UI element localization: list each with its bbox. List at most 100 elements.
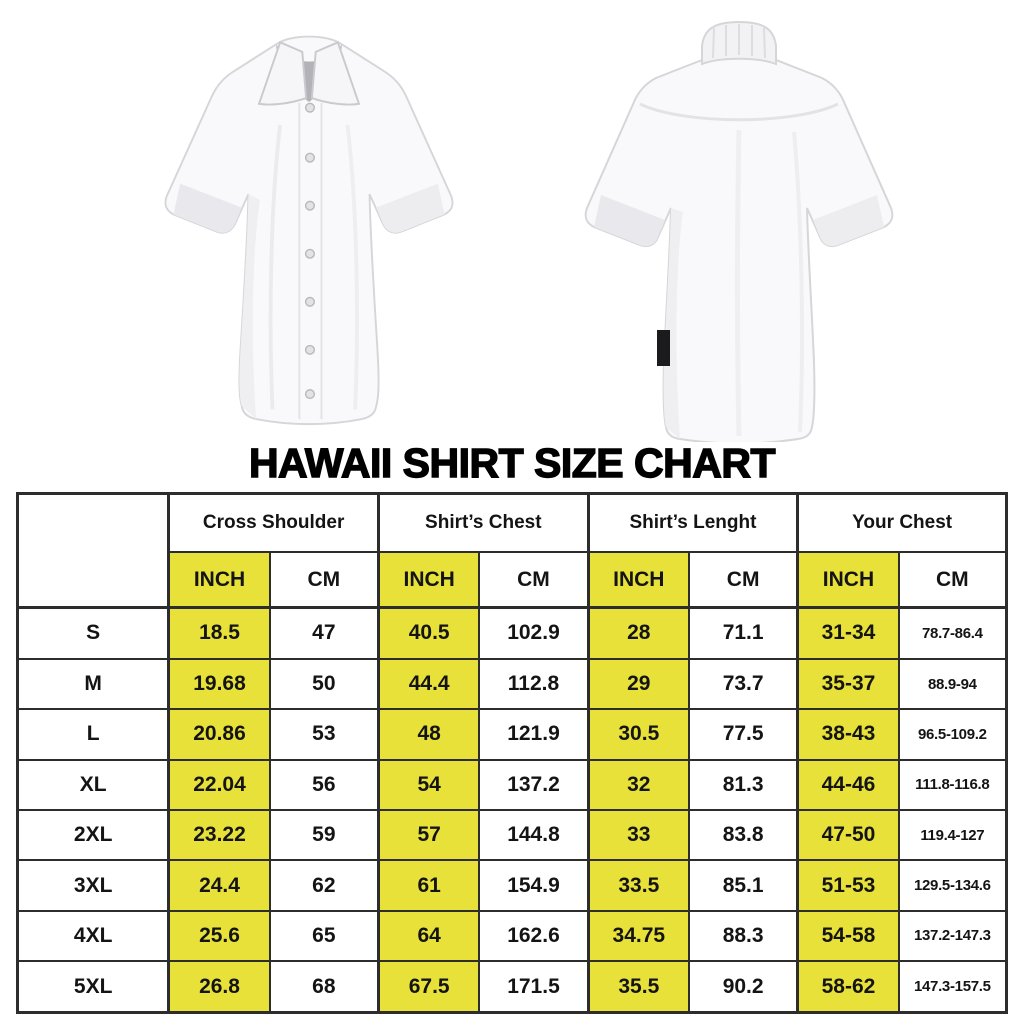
table-row: 3XL 24.4 62 61 154.9 33.5 85.1 51-53 129.5-134.6 (16, 859, 1008, 912)
unit-header-inch: INCH (376, 551, 481, 609)
value-cell: 147.3-157.5 (897, 960, 1008, 1014)
value-cell: 47-50 (796, 808, 900, 862)
value-cell: 47 (268, 605, 380, 660)
value-cell: 18.5 (167, 605, 271, 660)
table-row: 2XL 23.22 59 57 144.8 33 83.8 47-50 119.4-127 (16, 808, 1008, 862)
unit-header-cm: CM (688, 551, 799, 609)
corner-cell (16, 492, 170, 609)
value-cell: 119.4-127 (897, 808, 1008, 862)
value-cell: 28 (586, 605, 690, 660)
value-cell: 102.9 (478, 605, 590, 660)
value-cell: 129.5-134.6 (897, 859, 1008, 912)
value-cell: 35-37 (796, 657, 900, 711)
value-cell: 33 (586, 808, 690, 862)
value-cell: 111.8-116.8 (897, 758, 1008, 811)
value-cell: 44-46 (796, 758, 900, 811)
table-row: S 18.5 47 40.5 102.9 28 71.1 31-34 78.7-86.4 (16, 605, 1008, 660)
value-cell: 90.2 (688, 960, 799, 1014)
back-shirt-tag (657, 330, 670, 366)
table-row: M 19.68 50 44.4 112.8 29 73.7 35-37 88.9-94 (16, 657, 1008, 711)
size-cell: 5XL (16, 960, 170, 1014)
unit-header-cm: CM (897, 551, 1008, 609)
value-cell: 85.1 (688, 859, 799, 912)
table-row: XL 22.04 56 54 137.2 32 81.3 44-46 111.8-116.8 (16, 758, 1008, 811)
value-cell: 40.5 (376, 605, 481, 660)
value-cell: 88.3 (688, 909, 799, 963)
group-header-your-chest: Your Chest (796, 492, 1008, 553)
value-cell: 162.6 (478, 909, 590, 963)
value-cell: 137.2-147.3 (897, 909, 1008, 963)
value-cell: 137.2 (478, 758, 590, 811)
value-cell: 29 (586, 657, 690, 711)
value-cell: 83.8 (688, 808, 799, 862)
value-cell: 56 (268, 758, 380, 811)
size-cell: 4XL (16, 909, 170, 963)
value-cell: 24.4 (167, 859, 271, 912)
group-header-shirts-chest: Shirt’s Chest (376, 492, 590, 553)
size-chart-table: Cross Shoulder Shirt’s Chest Shirt’s Len… (16, 492, 1008, 1014)
size-cell: L (16, 708, 170, 761)
value-cell: 38-43 (796, 708, 900, 761)
unit-header-cm: CM (478, 551, 590, 609)
value-cell: 44.4 (376, 657, 481, 711)
unit-header-inch: INCH (796, 551, 900, 609)
page-title: HAWAII SHIRT SIZE CHART (248, 439, 776, 486)
value-cell: 30.5 (586, 708, 690, 761)
value-cell: 32 (586, 758, 690, 811)
value-cell: 58-62 (796, 960, 900, 1014)
value-cell: 71.1 (688, 605, 799, 660)
value-cell: 144.8 (478, 808, 590, 862)
size-cell: 2XL (16, 808, 170, 862)
back-shirt-image (584, 20, 894, 442)
size-cell: 3XL (16, 859, 170, 912)
value-cell: 96.5-109.2 (897, 708, 1008, 761)
value-cell: 154.9 (478, 859, 590, 912)
unit-header-row: INCH CM INCH CM INCH CM INCH CM (18, 551, 1008, 609)
value-cell: 31-34 (796, 605, 900, 660)
value-cell: 67.5 (376, 960, 481, 1014)
value-cell: 50 (268, 657, 380, 711)
value-cell: 22.04 (167, 758, 271, 811)
value-cell: 20.86 (167, 708, 271, 761)
value-cell: 73.7 (688, 657, 799, 711)
value-cell: 88.9-94 (897, 657, 1008, 711)
value-cell: 59 (268, 808, 380, 862)
unit-header-inch: INCH (167, 551, 271, 609)
front-shirt-image (164, 35, 454, 426)
value-cell: 35.5 (586, 960, 690, 1014)
value-cell: 62 (268, 859, 380, 912)
size-cell: S (16, 605, 170, 660)
value-cell: 19.68 (167, 657, 271, 711)
size-cell: M (16, 657, 170, 711)
group-header-cross-shoulder: Cross Shoulder (167, 492, 380, 553)
value-cell: 81.3 (688, 758, 799, 811)
value-cell: 25.6 (167, 909, 271, 963)
value-cell: 54 (376, 758, 481, 811)
value-cell: 57 (376, 808, 481, 862)
value-cell: 65 (268, 909, 380, 963)
value-cell: 77.5 (688, 708, 799, 761)
size-cell: XL (16, 758, 170, 811)
value-cell: 23.22 (167, 808, 271, 862)
unit-header-cm: CM (268, 551, 380, 609)
group-header-shirts-lenght: Shirt’s Lenght (586, 492, 799, 553)
value-cell: 51-53 (796, 859, 900, 912)
value-cell: 53 (268, 708, 380, 761)
table-row: 4XL 25.6 65 64 162.6 34.75 88.3 54-58 137.2-147.… (16, 909, 1008, 963)
table-row: 5XL 26.8 68 67.5 171.5 35.5 90.2 58-62 147.3-157… (16, 960, 1008, 1014)
value-cell: 112.8 (478, 657, 590, 711)
value-cell: 54-58 (796, 909, 900, 963)
value-cell: 64 (376, 909, 481, 963)
value-cell: 121.9 (478, 708, 590, 761)
value-cell: 61 (376, 859, 481, 912)
unit-header-inch: INCH (586, 551, 690, 609)
value-cell: 68 (268, 960, 380, 1014)
group-header-row: Cross Shoulder Shirt’s Chest Shirt’s Len… (16, 492, 1008, 609)
value-cell: 48 (376, 708, 481, 761)
value-cell: 34.75 (586, 909, 690, 963)
value-cell: 33.5 (586, 859, 690, 912)
table-row: L 20.86 53 48 121.9 30.5 77.5 38-43 96.5-109.2 (16, 708, 1008, 761)
value-cell: 26.8 (167, 960, 271, 1014)
size-chart-body: S 18.5 47 40.5 102.9 28 71.1 31-34 78.7-86.4 M 19.… (16, 605, 1008, 1014)
